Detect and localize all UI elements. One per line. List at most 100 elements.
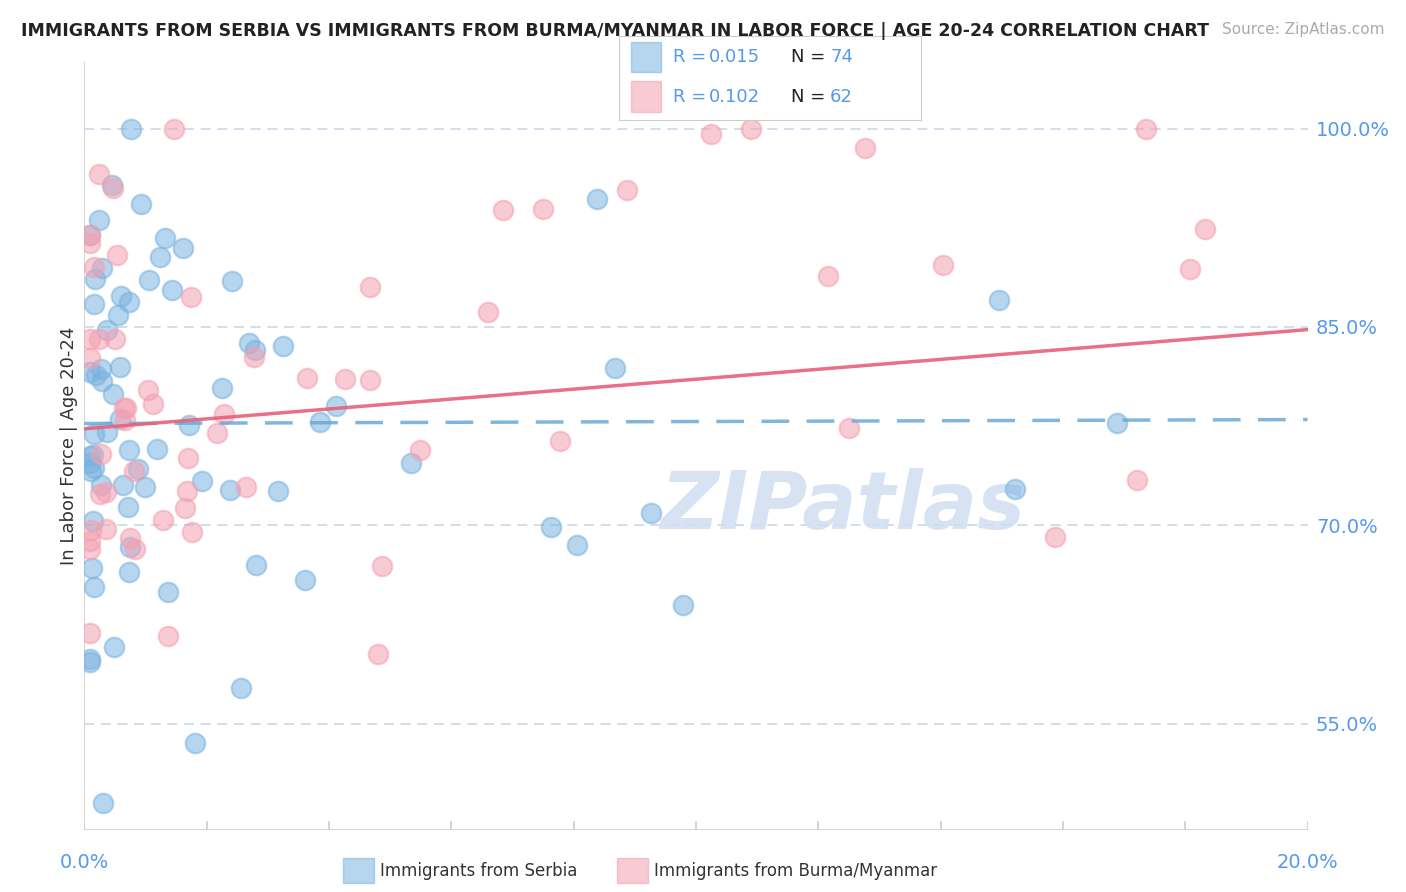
- Text: 0.015: 0.015: [710, 48, 761, 66]
- Point: [218, 483, 240, 497]
- Text: Source: ZipAtlas.com: Source: ZipAtlas.com: [1222, 22, 1385, 37]
- Point: [176, 483, 198, 498]
- Point: [91, 260, 114, 275]
- Point: [160, 283, 183, 297]
- Point: [96, 323, 118, 337]
- Point: [271, 339, 294, 353]
- Point: [96, 425, 118, 439]
- Text: R =: R =: [673, 87, 711, 105]
- Point: [155, 231, 177, 245]
- Point: [83, 297, 105, 311]
- Point: [136, 383, 159, 397]
- Point: [129, 197, 152, 211]
- Point: [1004, 482, 1026, 496]
- Point: [1194, 222, 1216, 236]
- Point: [987, 293, 1010, 308]
- Point: [1126, 474, 1149, 488]
- Point: [112, 401, 135, 415]
- Point: [80, 464, 103, 478]
- Point: [235, 480, 257, 494]
- Point: [103, 640, 125, 655]
- Point: [267, 483, 290, 498]
- Point: [245, 558, 267, 572]
- Point: [214, 407, 236, 421]
- Point: [101, 387, 124, 401]
- Point: [163, 121, 186, 136]
- Point: [408, 443, 430, 458]
- Point: [84, 272, 107, 286]
- Point: [183, 736, 205, 750]
- Point: [640, 507, 662, 521]
- Point: [477, 304, 499, 318]
- Point: [103, 181, 125, 195]
- Point: [177, 418, 200, 433]
- Text: In Labor Force | Age 20-24: In Labor Force | Age 20-24: [60, 326, 79, 566]
- Point: [699, 127, 721, 141]
- Point: [79, 227, 101, 242]
- Point: [174, 500, 197, 515]
- Point: [117, 500, 139, 514]
- Point: [79, 523, 101, 537]
- Point: [79, 541, 101, 556]
- Point: [932, 258, 955, 272]
- Point: [83, 427, 105, 442]
- Text: 0.0%: 0.0%: [59, 854, 110, 872]
- Text: IMMIGRANTS FROM SERBIA VS IMMIGRANTS FROM BURMA/MYANMAR IN LABOR FORCE | AGE 20-: IMMIGRANTS FROM SERBIA VS IMMIGRANTS FRO…: [21, 22, 1209, 40]
- Point: [1045, 530, 1067, 544]
- Point: [371, 558, 394, 573]
- Point: [91, 796, 114, 810]
- Point: [565, 538, 588, 552]
- Point: [108, 412, 131, 426]
- Point: [138, 273, 160, 287]
- Point: [838, 420, 860, 434]
- Point: [122, 464, 145, 478]
- Point: [89, 487, 111, 501]
- Point: [87, 213, 110, 227]
- Point: [90, 361, 112, 376]
- Point: [124, 541, 146, 556]
- Point: [231, 681, 253, 695]
- Point: [740, 121, 762, 136]
- Point: [211, 381, 233, 395]
- Point: [79, 236, 101, 251]
- Point: [83, 461, 105, 475]
- Point: [245, 343, 267, 358]
- Point: [853, 141, 876, 155]
- Point: [603, 361, 626, 376]
- Point: [1178, 262, 1201, 277]
- Text: R =: R =: [673, 48, 711, 66]
- Point: [79, 534, 101, 549]
- Point: [1105, 417, 1128, 431]
- Point: [118, 295, 141, 310]
- Point: [309, 415, 332, 429]
- Point: [817, 268, 839, 283]
- Point: [399, 456, 422, 470]
- Point: [585, 193, 607, 207]
- Point: [134, 480, 156, 494]
- Point: [104, 332, 127, 346]
- Point: [127, 461, 149, 475]
- Point: [83, 580, 105, 594]
- Point: [82, 448, 104, 462]
- Point: [105, 248, 128, 262]
- Text: Immigrants from Serbia: Immigrants from Serbia: [380, 862, 576, 880]
- Bar: [631, 42, 661, 72]
- Point: [149, 250, 172, 264]
- Point: [118, 565, 141, 579]
- Point: [359, 373, 381, 387]
- Point: [79, 449, 101, 463]
- Point: [94, 485, 117, 500]
- Point: [83, 260, 105, 274]
- Text: 74: 74: [830, 48, 853, 66]
- Point: [110, 360, 132, 375]
- Point: [120, 541, 142, 555]
- Point: [672, 598, 695, 612]
- Point: [110, 289, 132, 303]
- Text: 62: 62: [830, 87, 853, 105]
- Point: [180, 290, 202, 304]
- Point: [191, 474, 214, 488]
- Point: [79, 625, 101, 640]
- Point: [181, 524, 204, 539]
- Point: [616, 183, 638, 197]
- Point: [87, 168, 110, 182]
